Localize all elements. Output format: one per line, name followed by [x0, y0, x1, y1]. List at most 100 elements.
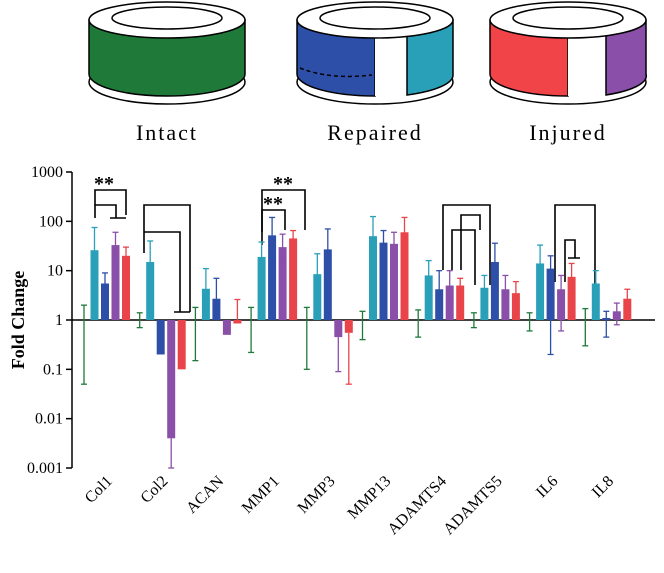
intact-illustration	[88, 1, 246, 105]
error-bar	[613, 302, 620, 326]
error-bar	[303, 306, 310, 370]
error-bar	[136, 312, 143, 329]
error-bar	[258, 241, 265, 272]
y-tick-label: 0.1	[43, 361, 63, 378]
bar	[156, 320, 165, 355]
error-bar	[558, 274, 565, 332]
bar	[445, 285, 454, 320]
y-tick-label: 0.001	[27, 460, 63, 477]
x-tick-label: ADAMTS5	[440, 473, 505, 538]
error-bar	[345, 332, 352, 385]
error-bar	[603, 310, 610, 338]
bar	[480, 287, 489, 320]
x-tick-label: MMP13	[345, 473, 395, 523]
bar	[278, 247, 287, 320]
error-bar	[248, 306, 255, 354]
error-bar	[481, 274, 488, 302]
error-bar	[380, 229, 387, 259]
error-bar	[213, 277, 220, 316]
error-bar	[491, 242, 498, 283]
bar	[323, 249, 332, 320]
bar	[257, 256, 266, 320]
illustration-label: Injured	[529, 120, 607, 145]
x-tick-label: ADAMTS4	[385, 473, 450, 538]
illustration-label: Intact	[136, 120, 198, 145]
error-bar	[359, 310, 366, 341]
significance-label: **	[273, 173, 293, 195]
error-bar	[526, 312, 533, 332]
error-bar	[269, 216, 276, 252]
error-bar	[168, 438, 175, 469]
x-tick-label: MMP3	[295, 473, 339, 517]
error-bar	[147, 240, 154, 277]
error-bar	[425, 259, 432, 289]
bar	[167, 320, 176, 439]
bar	[424, 275, 433, 320]
bar	[122, 255, 130, 320]
error-bar	[279, 233, 286, 263]
error-bar	[102, 272, 108, 298]
bar	[201, 288, 210, 320]
bar	[379, 242, 388, 320]
y-tick-label: 0.01	[35, 411, 63, 428]
injured-illustration	[489, 1, 647, 105]
error-bar	[457, 277, 464, 302]
bar	[334, 320, 343, 338]
bar	[511, 293, 520, 320]
bar	[90, 250, 99, 320]
significance-label: **	[263, 193, 283, 215]
error-bar	[470, 312, 477, 329]
error-bar	[592, 270, 599, 298]
error-bar	[81, 304, 87, 385]
bar	[456, 285, 465, 320]
y-tick-label: 10	[47, 263, 63, 280]
error-bar	[202, 267, 209, 302]
error-bar	[112, 231, 119, 259]
error-bar	[537, 244, 544, 279]
bar	[289, 238, 298, 320]
error-bar	[314, 253, 321, 291]
error-bar	[324, 228, 331, 268]
error-bar	[502, 274, 509, 306]
error-bar	[446, 270, 453, 302]
error-bar	[582, 307, 589, 347]
error-bar	[401, 216, 408, 248]
repaired-illustration	[296, 1, 454, 105]
x-tick-label: ACAN	[183, 472, 227, 516]
y-tick-label: 1	[55, 312, 63, 329]
bar	[177, 320, 186, 370]
error-bar	[415, 309, 422, 338]
bar	[400, 232, 409, 320]
bar	[344, 320, 353, 333]
bar	[390, 243, 398, 320]
x-tick-label: IL8	[589, 473, 617, 501]
bar	[567, 276, 576, 320]
y-tick-label: 100	[39, 213, 63, 230]
x-tick-label: Col1	[82, 473, 116, 507]
bar	[313, 274, 322, 320]
error-bar	[391, 231, 397, 259]
error-bar	[624, 288, 631, 312]
illustration-label: Repaired	[327, 120, 422, 145]
error-bar	[370, 215, 376, 252]
bar	[536, 263, 545, 320]
error-bar	[335, 337, 342, 373]
bar	[490, 261, 499, 320]
bar	[591, 283, 600, 320]
x-tick-label: IL6	[533, 473, 561, 501]
error-bar	[547, 255, 554, 356]
x-tick-label: Col2	[137, 473, 171, 507]
error-bar	[568, 262, 575, 298]
bar	[111, 245, 120, 320]
error-bar	[192, 306, 199, 362]
error-bar	[436, 270, 443, 312]
x-tick-label: MMP1	[239, 473, 283, 517]
bar	[268, 235, 277, 320]
y-axis-label: Fold Change	[8, 271, 28, 370]
error-bar	[290, 229, 297, 252]
bar	[222, 320, 231, 335]
y-tick-label: 1000	[31, 164, 63, 181]
significance-label: **	[94, 173, 114, 195]
bar	[146, 261, 155, 320]
